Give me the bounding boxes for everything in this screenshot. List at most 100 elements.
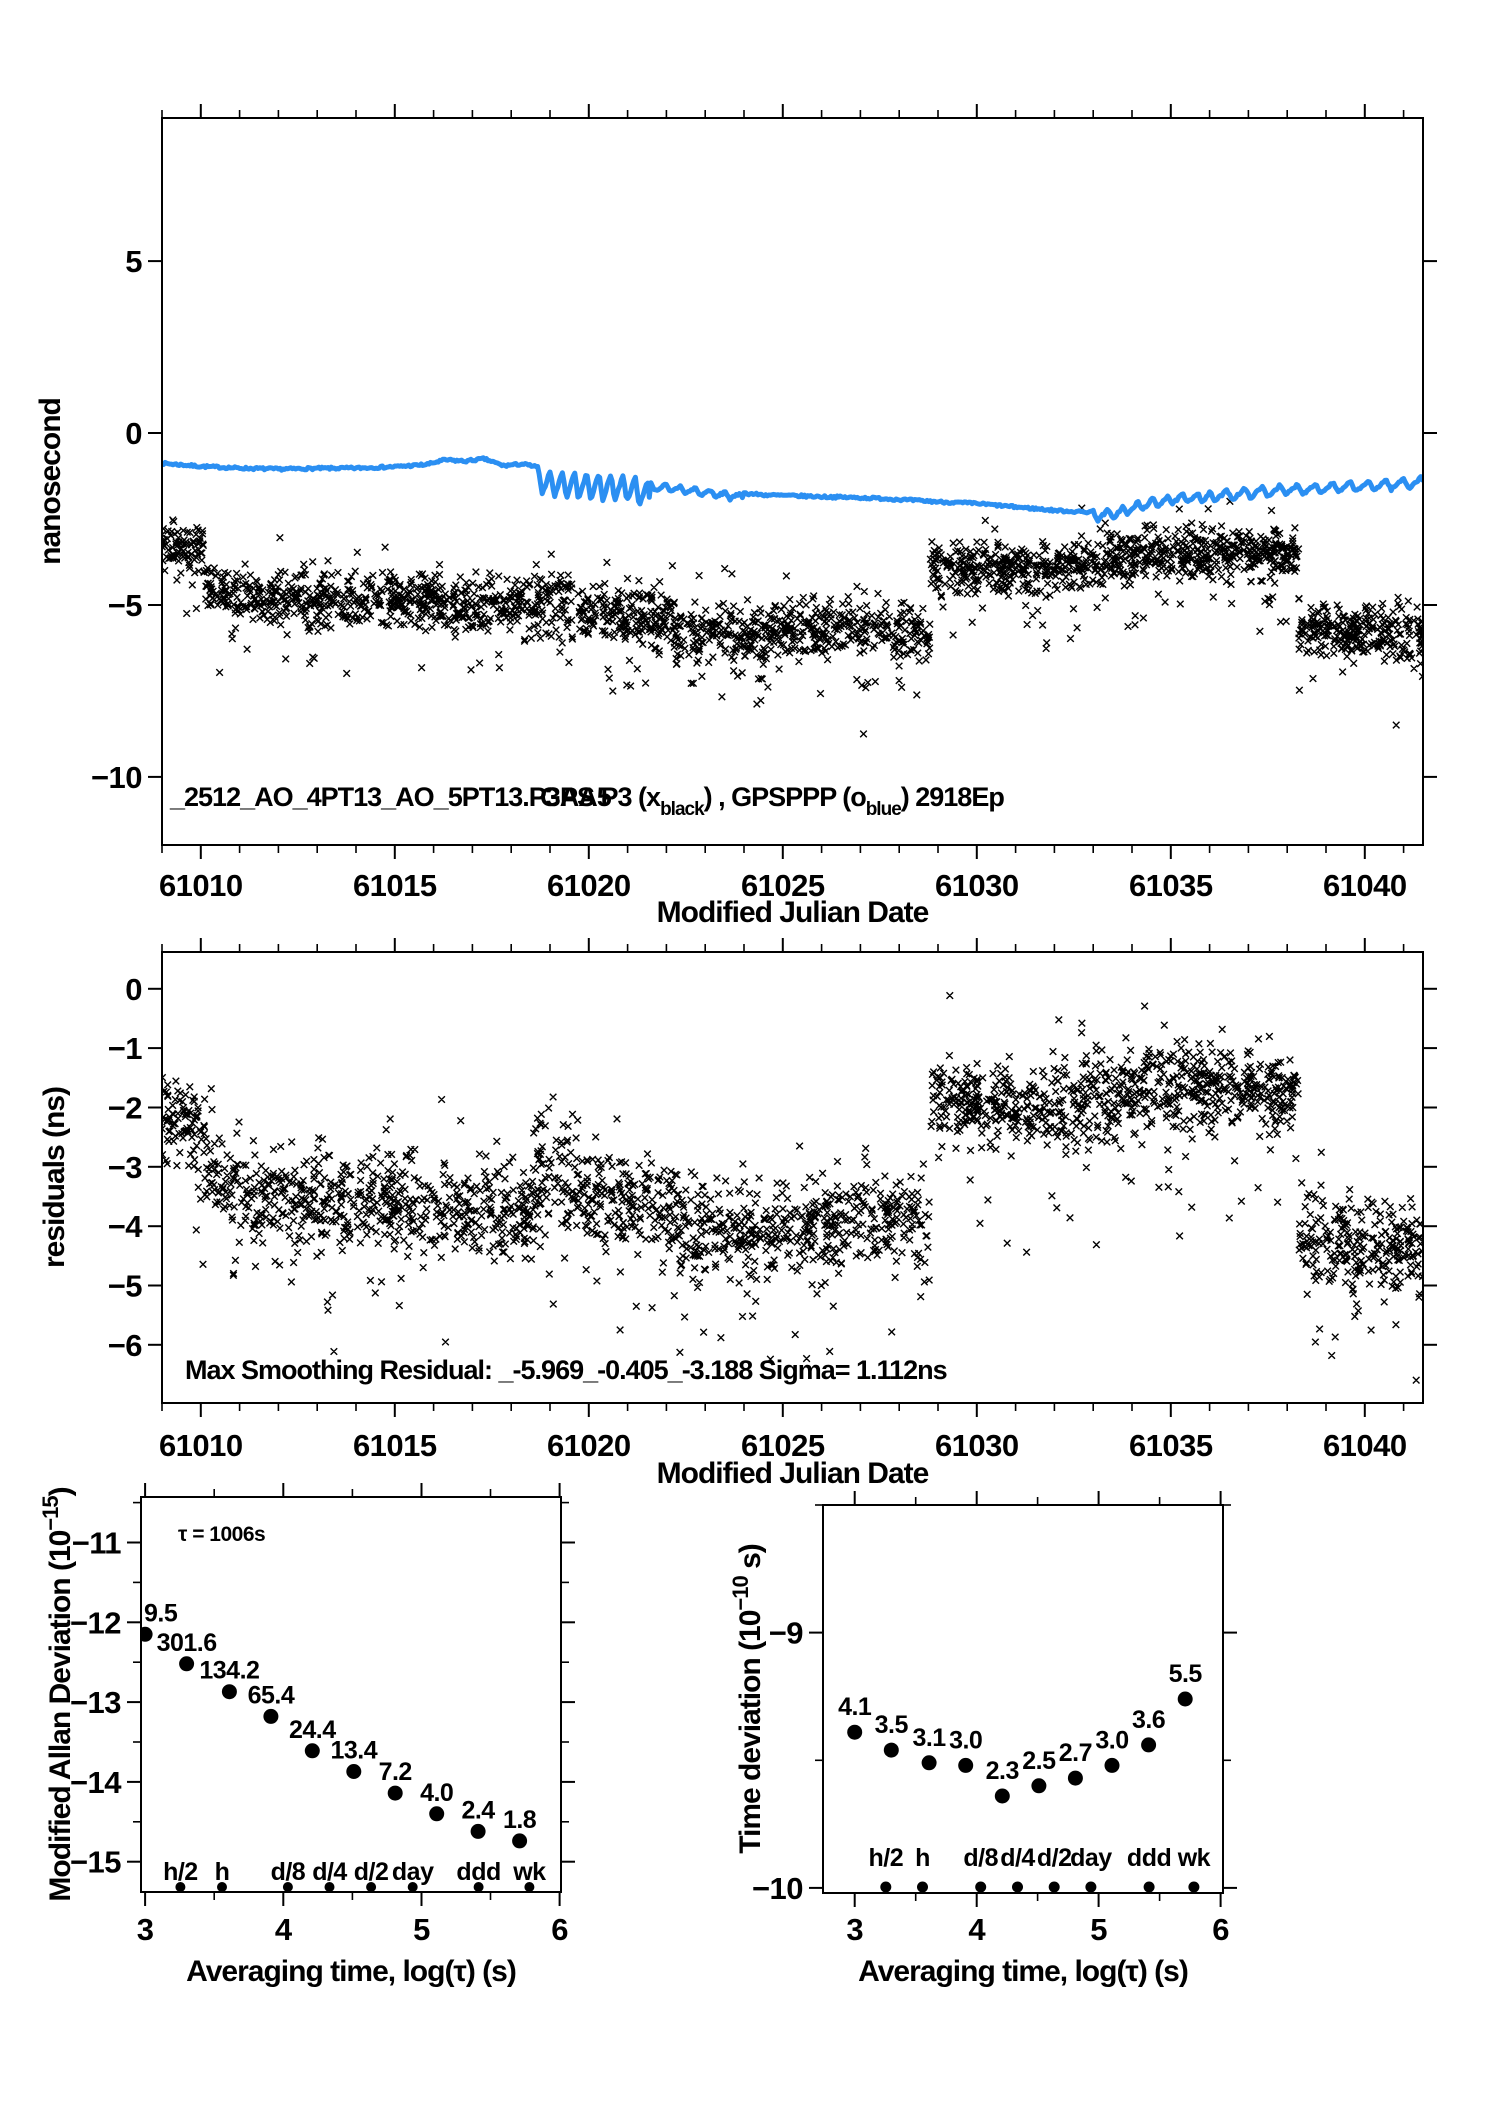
mdev-tau-label: d/4 (312, 1858, 347, 1886)
residuals-tick-labels: 61010 61015 61020 61025 61030 61035 61040 0 −1 −2… (108, 972, 1408, 1463)
mdev-tau-label: h (215, 1858, 230, 1886)
tdev-data-point (994, 1788, 1010, 1804)
tdev-tau-label: h/2 (868, 1844, 903, 1872)
x-tick-label: 61015 (353, 1428, 437, 1463)
mdev-tau-dot (217, 1882, 227, 1892)
mdev-value-label: 7.2 (379, 1758, 412, 1786)
mdev-data-point (304, 1743, 320, 1759)
y-tick-label: 0 (125, 972, 142, 1007)
tdev-value-label: 3.5 (875, 1711, 909, 1739)
gps-p3-comparison-tick-labels: 61010 61015 61020 61025 61030 61035 61040 5 0 −5 −… (91, 244, 1407, 903)
mdev-tau-markers: h/2 h d/8 d/4 d/2 day ddd wk (163, 1858, 547, 1892)
tdev-tau-label: day (1070, 1844, 1112, 1872)
mdev-data-layer (140, 1626, 528, 1849)
y-tick-label: −12 (70, 1605, 121, 1640)
mdev-tau-label: d/8 (271, 1858, 306, 1886)
mdev-value-label: 4.0 (420, 1779, 453, 1807)
tdev-tau-label: d/8 (963, 1844, 998, 1872)
tdev-tau-dot (1143, 1881, 1155, 1893)
tau-annotation: τ = 1006s (178, 1523, 265, 1546)
mdev-tau-label: day (392, 1858, 434, 1886)
x-tick-label: 3 (846, 1912, 863, 1947)
residuals-ticks (148, 938, 1437, 1417)
tdev-data-point (1031, 1778, 1047, 1794)
gps-p3-comparison-ticks (148, 104, 1437, 859)
residuals-data-layer (161, 991, 1424, 1384)
mdev-value-label: 134.2 (199, 1657, 259, 1685)
x-tick-label: 6 (1212, 1912, 1229, 1947)
mdev-data-point (470, 1823, 486, 1839)
y-tick-label: −15 (70, 1845, 121, 1880)
mdev-data-point (179, 1656, 195, 1672)
mdev-value-label: 301.6 (157, 1629, 217, 1657)
gps-p3-comparison-y-axis-label: nanosecond (34, 398, 67, 565)
tdev-tau-label: d/4 (1000, 1844, 1035, 1872)
gps-p3-comparison-data-layer (161, 455, 1424, 738)
mdev-tau-label: h/2 (163, 1858, 198, 1886)
tdev-value-labels: 4.13.5 3.1 3.02.3 2.5 2.7 3.03.65.5 (838, 1660, 1203, 1785)
residuals-panel: 61010 61015 61020 61025 61030 61035 61040 0 −1 −2… (38, 938, 1437, 1490)
x-tick-label: 5 (1090, 1912, 1107, 1947)
tdev-value-label: 5.5 (1169, 1660, 1203, 1688)
y-tick-label: −9 (769, 1616, 804, 1651)
mdev-tau-dot (366, 1882, 377, 1892)
tdev-tau-dot (1012, 1881, 1023, 1893)
y-tick-label: −1 (108, 1031, 143, 1066)
tdev-data-point (1067, 1770, 1083, 1786)
tdev-tau-label: d/2 (1037, 1844, 1072, 1872)
mdev-data-point (512, 1833, 528, 1849)
tdev-value-label: 3.6 (1132, 1706, 1165, 1734)
gps-p3-comparison-x-axis-label: Modified Julian Date (657, 896, 929, 929)
tdev-tick-labels: 3 4 5 6 −9 −10 (752, 1616, 1230, 1947)
tdev-data-point (1104, 1757, 1120, 1773)
x-tick-label: 6 (551, 1912, 568, 1947)
tdev-ticks (809, 1491, 1237, 1907)
tdev-tau-label: h (915, 1844, 930, 1872)
mdev-data-point (429, 1806, 445, 1822)
x-tick-label: 61010 (159, 868, 243, 903)
mdev-y-axis-label: Modified Allan Deviation (10−15) (38, 1487, 77, 1901)
mdev-ticks (127, 1483, 575, 1906)
tdev-tau-dot (1188, 1881, 1200, 1893)
tdev-x-axis-label: Averaging time, log(τ) (s) (858, 1955, 1188, 1988)
y-tick-label: −5 (108, 588, 143, 623)
x-tick-label: 5 (413, 1912, 430, 1947)
max-smoothing-residual-note: Max Smoothing Residual: _-5.969_-0.405_-… (185, 1355, 947, 1385)
mdev-value-label: 9.5 (144, 1599, 178, 1627)
tdev-data-point (921, 1755, 937, 1771)
mdev-data-point (346, 1764, 362, 1779)
tdev-data-point (883, 1742, 899, 1758)
y-tick-label: −3 (108, 1150, 143, 1185)
tdev-dot-series (847, 1691, 1193, 1804)
x-tick-label: 61035 (1129, 868, 1213, 903)
y-tick-label: −10 (752, 1871, 803, 1906)
mdev-tau-dot (282, 1882, 293, 1892)
gps-p3-comparison-gpsppp-line-series (161, 455, 1424, 524)
x-tick-label: 4 (275, 1912, 293, 1947)
x-tick-label: 61025 (741, 1428, 825, 1463)
mdev-value-label: 2.4 (461, 1796, 495, 1824)
mdev-data-point (221, 1684, 237, 1700)
tdev-value-label: 3.1 (912, 1724, 946, 1752)
tdev-tau-dot (917, 1881, 928, 1893)
x-tick-label: 61020 (547, 868, 631, 903)
mdev-tau-dot (324, 1882, 335, 1892)
y-tick-label: 5 (125, 244, 142, 279)
mdev-tau-label: d/2 (354, 1858, 389, 1886)
mdev-tau-dot (175, 1882, 186, 1892)
residuals-x-scatter-series (161, 991, 1424, 1384)
tdev-tau-dot (880, 1881, 892, 1893)
tdev-tau-label: ddd (1127, 1844, 1171, 1872)
x-tick-label: 4 (968, 1912, 986, 1947)
residuals-y-axis-label: residuals (ns) (38, 1087, 71, 1268)
tdev-value-label: 3.0 (949, 1726, 982, 1754)
y-tick-label: −4 (108, 1209, 144, 1244)
x-tick-label: 61040 (1323, 1428, 1407, 1463)
y-tick-label: −14 (70, 1765, 122, 1800)
tdev-tau-dot (975, 1881, 987, 1893)
tdev-tau-label: wk (1177, 1844, 1211, 1872)
tdev-data-point (958, 1757, 974, 1773)
